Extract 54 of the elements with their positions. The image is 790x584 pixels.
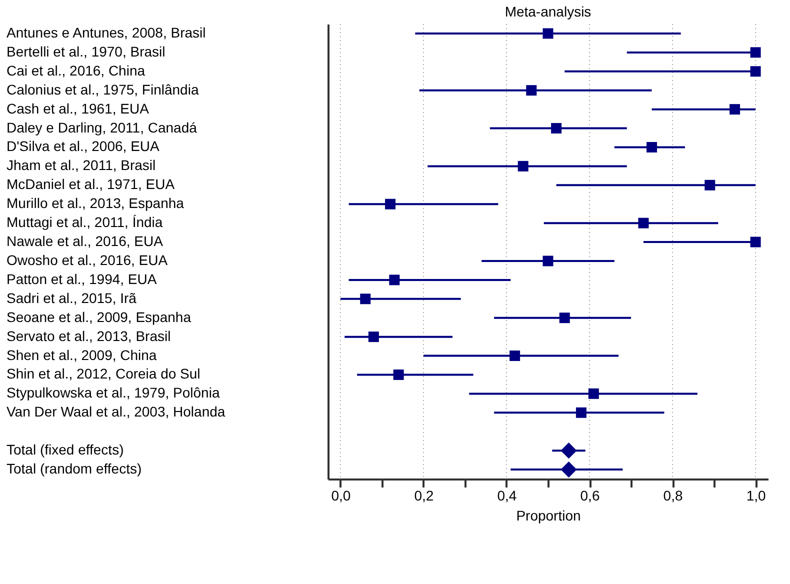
point bbox=[385, 198, 396, 210]
x-tick-label: 0,6 bbox=[580, 488, 600, 504]
point bbox=[510, 350, 520, 362]
y-tick-label: Antunes e Antunes, 2008, Brasil bbox=[6, 24, 206, 40]
y-tick-label: Nawale et al., 2016, EUA bbox=[6, 233, 164, 250]
y-tick-label: Patton et al., 1994, EUA bbox=[6, 270, 158, 287]
y-tick-label: Bertelli et al., 1970, Brasil bbox=[6, 43, 166, 60]
point bbox=[368, 332, 379, 342]
x-tick-label: 1,0 bbox=[746, 488, 766, 504]
x-tick-label: 0,8 bbox=[663, 488, 683, 504]
y-tick-label: Murillo et al., 2013, Espanha bbox=[6, 195, 184, 212]
point bbox=[750, 236, 761, 248]
point bbox=[542, 28, 554, 39]
y-tick-label: Seoane et al., 2009, Espanha bbox=[6, 308, 192, 325]
point bbox=[559, 312, 570, 324]
y-tick-label: D'Silva et al., 2006, EUA bbox=[6, 138, 160, 154]
point bbox=[704, 180, 716, 190]
point bbox=[560, 461, 577, 478]
point bbox=[551, 123, 562, 134]
point bbox=[518, 160, 528, 172]
y-tick-label: Cash et al., 1961, EUA bbox=[6, 100, 150, 116]
point bbox=[750, 47, 761, 58]
y-tick-label: Sadri et al., 2015, Irã bbox=[6, 290, 137, 306]
point bbox=[638, 218, 649, 228]
point bbox=[730, 104, 740, 115]
y-tick-label: Servato et al., 2013, Brasil bbox=[6, 328, 171, 344]
y-tick-label: Daley e Darling, 2011, Canadá bbox=[6, 119, 198, 136]
y-tick-label: Cai et al., 2016, China bbox=[6, 62, 146, 78]
point bbox=[393, 369, 404, 380]
y-tick-label: Shin et al., 2012, Coreia do Sul bbox=[6, 366, 200, 382]
point bbox=[560, 442, 577, 459]
point bbox=[360, 294, 371, 304]
y-tick-label: Van Der Waal et al., 2003, Holanda bbox=[6, 404, 226, 420]
y-tick-label: Total (fixed effects) bbox=[6, 442, 124, 458]
point bbox=[576, 407, 586, 418]
point bbox=[588, 388, 599, 399]
y-tick-label: Stypulkowska et al., 1979, Polônia bbox=[6, 384, 220, 401]
y-tick-label: Total (random effects) bbox=[6, 460, 142, 477]
point bbox=[526, 85, 537, 96]
y-tick-label: McDaniel et al., 1971, EUA bbox=[6, 176, 176, 192]
y-tick-label: Jham et al., 2011, Brasil bbox=[6, 157, 156, 174]
point bbox=[542, 256, 554, 266]
y-tick-label: Shen et al., 2009, China bbox=[6, 346, 157, 363]
y-tick-label: Calonius et al., 1975, Finlândia bbox=[6, 81, 199, 98]
y-tick-label: Muttagi et al., 2011, Índia bbox=[6, 214, 163, 230]
point bbox=[646, 142, 658, 152]
y-tick-label: Owosho et al., 2016, EUA bbox=[6, 252, 168, 268]
x-axis-title: Proportion bbox=[516, 508, 581, 524]
x-tick-label: 0,0 bbox=[331, 488, 351, 504]
x-tick-label: 0,2 bbox=[414, 488, 434, 504]
point bbox=[389, 274, 400, 286]
point bbox=[750, 66, 761, 77]
x-tick-label: 0,4 bbox=[497, 488, 517, 504]
chart-title: Meta-analysis bbox=[504, 4, 592, 20]
